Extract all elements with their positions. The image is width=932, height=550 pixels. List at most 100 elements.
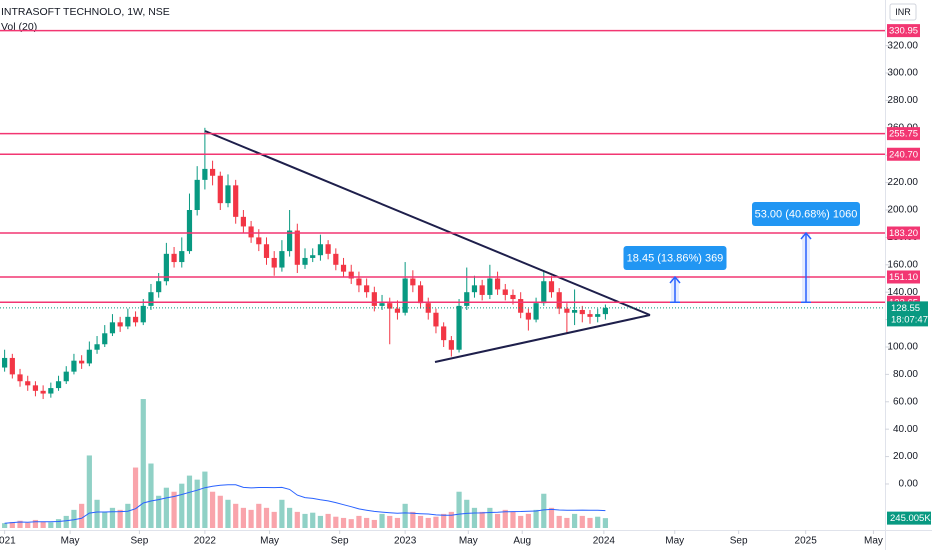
level-label: 240.70 <box>889 149 918 160</box>
candle-body <box>333 253 339 265</box>
y-tick-label: 280.00 <box>887 95 918 106</box>
candle-body <box>602 307 609 315</box>
volume-bar <box>502 509 508 528</box>
volume-bar <box>541 493 547 528</box>
volume-bar <box>364 517 370 528</box>
volume-bar <box>417 515 424 528</box>
volume-bar <box>63 515 69 528</box>
candle-body <box>441 326 447 341</box>
volume-label: Vol (20) <box>1 21 37 33</box>
candle-body <box>533 303 539 320</box>
candle-body <box>371 292 377 306</box>
candle-body <box>317 244 324 256</box>
volume-bar <box>387 515 393 528</box>
candle-body <box>410 278 416 286</box>
level-label-box <box>887 147 920 161</box>
candle-body <box>248 226 254 238</box>
volume-bar <box>294 511 300 528</box>
candle-body <box>48 388 54 394</box>
candle-body <box>502 289 508 295</box>
volume-bar <box>379 513 385 528</box>
volume-bar <box>140 399 146 528</box>
candle-body <box>464 292 470 306</box>
candle-body <box>302 257 308 265</box>
candle-body <box>556 292 562 309</box>
volume-bar <box>186 475 193 528</box>
level-label: 255.75 <box>889 129 918 140</box>
candle-body <box>387 303 393 309</box>
candle-body <box>471 285 478 293</box>
volume-bar <box>256 503 262 528</box>
volume-bar <box>55 519 62 528</box>
volume-ma <box>4 484 606 524</box>
candle-body <box>240 216 246 227</box>
volume-bar <box>240 507 246 528</box>
measure-arrow-head <box>800 231 812 240</box>
volume-bar <box>456 491 462 528</box>
candle-body <box>579 310 585 315</box>
candle-body <box>2 357 8 368</box>
volume-bar <box>302 513 308 528</box>
candle-body <box>256 237 262 245</box>
volume-bar <box>233 503 239 528</box>
volume-bar <box>441 513 447 528</box>
candle-body <box>571 310 578 313</box>
level-label-box <box>887 270 920 284</box>
candle-body <box>32 385 39 391</box>
volume-label-box <box>887 511 931 525</box>
volume-bar <box>471 507 478 528</box>
candle-body <box>171 253 177 263</box>
candle-body <box>494 278 501 290</box>
volume-bar <box>425 517 431 528</box>
candle-body <box>348 271 354 279</box>
candle-body <box>417 285 424 304</box>
candle-body <box>156 281 162 293</box>
measure-arrow-head <box>669 275 681 284</box>
trendline <box>204 130 651 316</box>
candle-body <box>148 292 154 306</box>
currency[interactable]: INR <box>895 7 911 17</box>
volume-bar <box>117 509 123 528</box>
volume-bar <box>602 518 609 528</box>
candle-body <box>279 251 285 268</box>
candle-body <box>102 333 108 345</box>
y-tick-label: 140.00 <box>887 287 918 298</box>
volume-bar <box>40 521 46 528</box>
candle-body <box>25 381 31 386</box>
currency-box[interactable] <box>889 3 917 21</box>
volume-bar <box>163 487 169 528</box>
volume-bar <box>533 509 539 528</box>
candle-body <box>595 314 601 317</box>
candle-body <box>364 285 370 293</box>
candle-body <box>587 314 593 317</box>
volume-bar <box>194 479 200 528</box>
candle-body <box>425 303 431 313</box>
candle-body <box>310 255 316 258</box>
candle-body <box>194 179 200 210</box>
volume-bar <box>17 520 23 528</box>
volume-bar <box>148 463 154 528</box>
volume-bar <box>102 511 108 528</box>
candle-body <box>518 299 524 313</box>
volume-bar <box>179 483 185 528</box>
candle-body <box>456 305 462 350</box>
candle-body <box>140 305 146 323</box>
volume-bar <box>518 515 524 528</box>
volume-bar <box>125 503 131 528</box>
volume-bar <box>132 467 139 528</box>
volume-bar <box>525 513 531 528</box>
candle-body <box>17 374 23 382</box>
volume-bar <box>86 455 92 528</box>
y-tick-label: 20.00 <box>893 451 918 462</box>
volume-bar <box>171 491 177 528</box>
y-tick-label: 80.00 <box>893 369 918 380</box>
candle-body <box>433 312 439 327</box>
volume-bar <box>479 511 485 528</box>
candle-body <box>202 168 208 180</box>
volume-bar <box>333 516 339 528</box>
chart-title: INTRASOFT TECHNOLO, 1W, NSE <box>1 6 170 18</box>
volume-bar <box>571 513 578 528</box>
volume-bar <box>109 507 116 528</box>
candle-body <box>79 360 85 364</box>
